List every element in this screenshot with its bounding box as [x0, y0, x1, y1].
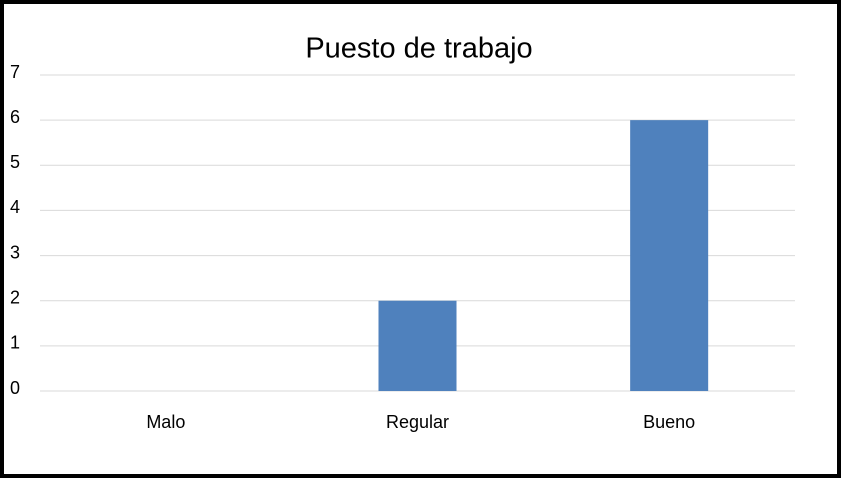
bar: [378, 300, 457, 391]
y-tick-label: 4: [10, 197, 20, 217]
bar: [630, 120, 709, 392]
y-tick-label: 2: [10, 287, 20, 307]
x-tick-label: Regular: [386, 412, 449, 432]
y-tick-label: 5: [10, 152, 20, 172]
chart-title: Puesto de trabajo: [305, 33, 532, 65]
y-tick-label: 0: [10, 378, 20, 398]
y-tick-label: 3: [10, 242, 20, 262]
y-tick-label: 6: [10, 107, 20, 127]
y-tick-label: 7: [10, 62, 20, 82]
x-tick-label: Bueno: [643, 412, 695, 432]
x-tick-label: Malo: [146, 412, 185, 432]
y-tick-label: 1: [10, 333, 20, 353]
